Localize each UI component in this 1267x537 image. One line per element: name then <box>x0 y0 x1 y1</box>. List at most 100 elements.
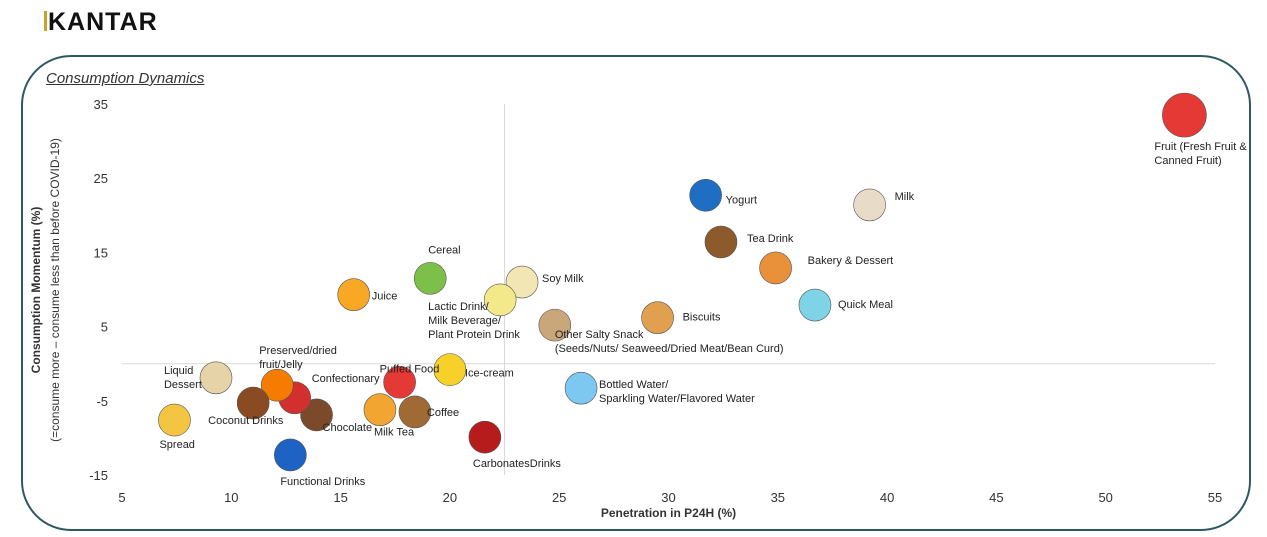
data-label: Bottled Water/ <box>599 379 669 391</box>
data-label: Bakery & Dessert <box>808 255 894 267</box>
data-point <box>505 265 539 299</box>
data-point <box>199 361 233 395</box>
water-bottle-icon <box>564 371 598 405</box>
fries-icon <box>383 365 416 399</box>
chocolate-icon <box>300 398 333 432</box>
ice-cream-icon <box>433 353 467 386</box>
cereal-bowl-icon <box>413 262 447 295</box>
data-point <box>798 288 832 322</box>
data-point <box>274 438 307 472</box>
x-tick-label: 35 <box>771 490 785 505</box>
juice-icon <box>337 278 371 311</box>
data-point <box>468 420 502 454</box>
data-label: Spread <box>159 439 194 451</box>
data-label: Liquid <box>164 365 193 377</box>
data-point <box>398 395 432 429</box>
data-label: Coconut Drinks <box>208 415 284 427</box>
data-label: Other Salty Snack <box>555 329 644 341</box>
soy-milk-icon <box>505 265 539 299</box>
data-point <box>704 225 738 259</box>
y-tick-label: 35 <box>94 97 108 112</box>
data-point <box>853 188 886 222</box>
data-point <box>383 365 416 399</box>
x-tick-label: 50 <box>1098 490 1112 505</box>
biscuit-icon <box>641 301 674 334</box>
data-label: Canned Fruit) <box>1154 155 1221 167</box>
x-tick-label: 30 <box>661 490 675 505</box>
data-label: Lactic Drink/ <box>428 301 489 313</box>
data-label: Yogurt <box>726 194 757 206</box>
dessert-bowl-icon <box>199 361 233 395</box>
data-label: Tea Drink <box>747 233 794 245</box>
tea-cup-icon <box>704 225 738 259</box>
data-label: Soy Milk <box>542 273 584 285</box>
noodle-icon <box>798 288 832 322</box>
data-point <box>363 393 397 427</box>
data-label: fruit/Jelly <box>259 359 303 371</box>
x-tick-label: 55 <box>1208 490 1222 505</box>
x-tick-label: 45 <box>989 490 1003 505</box>
spread-toast-icon <box>158 403 191 437</box>
data-label: Biscuits <box>683 312 721 324</box>
chart-title: Consumption Dynamics <box>46 70 205 87</box>
data-point <box>260 368 294 402</box>
coffee-cup-icon <box>398 395 432 429</box>
x-tick-label: 10 <box>224 490 238 505</box>
x-tick-label: 20 <box>443 490 457 505</box>
data-label: Ice-cream <box>465 368 514 380</box>
data-label: Sparkling Water/Flavored Water <box>599 393 755 405</box>
data-label: CarbonatesDrinks <box>473 458 562 470</box>
data-point <box>433 353 467 386</box>
data-label: Milk Tea <box>374 427 415 439</box>
data-point <box>483 283 517 317</box>
orange-slice-icon <box>260 368 294 402</box>
data-label: Plant Protein Drink <box>428 329 520 341</box>
milk-tea-icon <box>363 393 397 427</box>
data-label: Juice <box>372 291 398 303</box>
data-point <box>641 301 674 334</box>
x-tick-label: 25 <box>552 490 566 505</box>
data-point <box>337 278 371 311</box>
bakery-icon <box>759 251 792 285</box>
data-label: Dessert <box>164 379 202 391</box>
y-tick-label: 25 <box>94 171 108 186</box>
data-label: Coffee <box>427 407 459 419</box>
y-tick-label: 5 <box>101 320 108 335</box>
chart-frame <box>21 55 1251 531</box>
data-label: Puffed Food <box>380 363 440 375</box>
data-point <box>158 403 191 437</box>
data-point <box>759 251 792 285</box>
y-axis-sublabel: (=consume more – consume less than befor… <box>48 138 62 442</box>
data-point <box>413 262 447 295</box>
data-label: Milk <box>895 191 915 203</box>
milk-jug-icon <box>853 188 886 222</box>
data-label: Quick Meal <box>838 299 893 311</box>
fruit-icon <box>1162 92 1207 138</box>
sport-bottle-icon <box>274 438 307 472</box>
kantar-logo: KANTAR <box>44 8 158 37</box>
data-label: Preserved/dried <box>259 345 337 357</box>
x-axis-label: Penetration in P24H (%) <box>601 506 736 520</box>
data-label: Confectionary <box>312 373 380 385</box>
data-label: Cereal <box>428 244 460 256</box>
y-tick-label: -5 <box>96 394 108 409</box>
data-point <box>300 398 333 432</box>
y-tick-label: -15 <box>89 468 108 483</box>
logo-text: KANTAR <box>48 8 158 36</box>
data-point <box>538 308 572 342</box>
data-point <box>689 178 722 212</box>
data-label: (Seeds/Nuts/ Seaweed/Dried Meat/Bean Cur… <box>555 343 784 355</box>
y-axis-label: Consumption Momentum (%) <box>29 207 43 374</box>
soda-bottle-icon <box>468 420 502 454</box>
lactic-drink-icon <box>483 283 517 317</box>
yogurt-icon <box>689 178 722 212</box>
nut-icon <box>538 308 572 342</box>
x-tick-label: 15 <box>333 490 347 505</box>
data-label: Chocolate <box>323 422 373 434</box>
x-tick-label: 40 <box>880 490 894 505</box>
data-label: Functional Drinks <box>280 476 365 488</box>
x-tick-label: 5 <box>118 490 125 505</box>
data-label: Fruit (Fresh Fruit & <box>1154 141 1247 153</box>
data-point <box>564 371 598 405</box>
